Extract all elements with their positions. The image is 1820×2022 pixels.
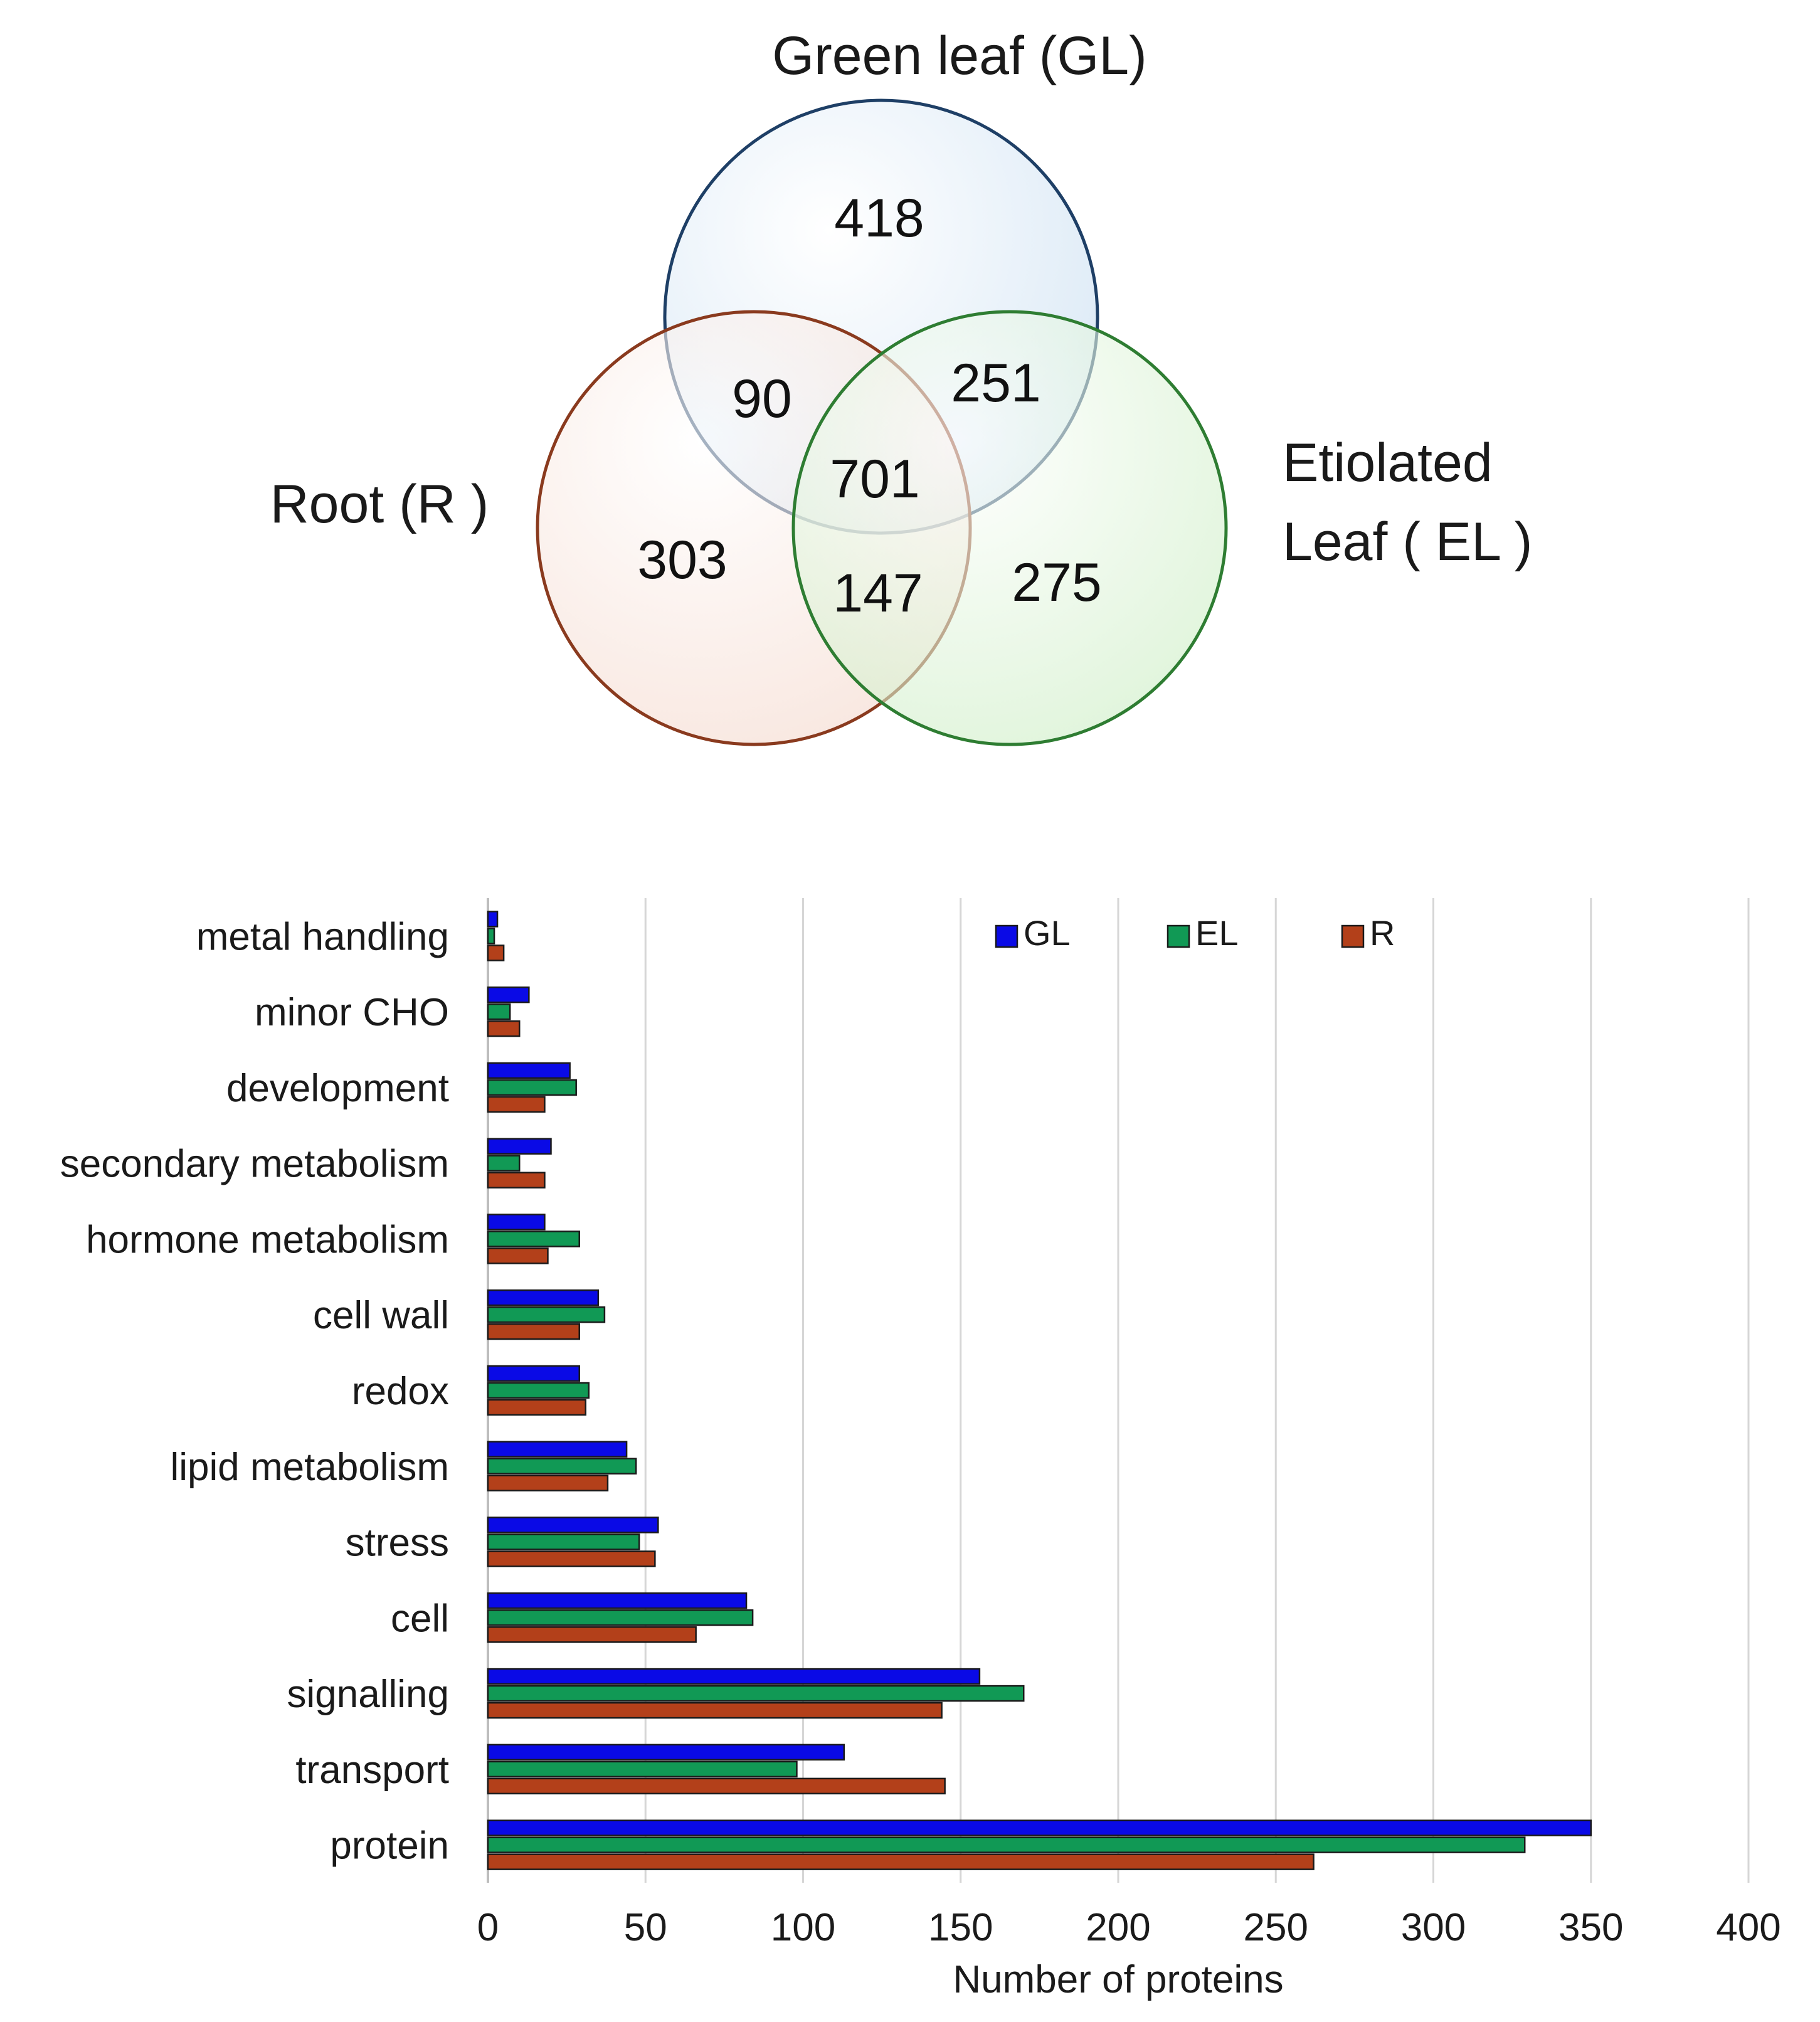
- venn-circle-el: [791, 310, 1228, 746]
- category-label: stress: [346, 1522, 449, 1565]
- bar-el-cell-wall: [487, 1306, 606, 1323]
- bar-gl-transport: [487, 1744, 845, 1761]
- category-label: hormone metabolism: [86, 1218, 449, 1261]
- category-label: minor CHO: [255, 991, 449, 1034]
- bar-el-lipid-metabolism: [487, 1458, 637, 1475]
- bar-r-minor-CHO: [487, 1020, 521, 1037]
- x-tick-label: 300: [1401, 1906, 1466, 1949]
- x-axis-title: Number of proteins: [953, 1958, 1283, 2001]
- x-tick-label: 250: [1244, 1906, 1308, 1949]
- category-label: metal handling: [196, 915, 449, 958]
- bar-r-protein: [487, 1853, 1315, 1870]
- bar-el-signalling: [487, 1685, 1025, 1702]
- bar-el-development: [487, 1079, 577, 1096]
- bar-el-metal-handling: [487, 928, 495, 945]
- x-tick-label: 400: [1716, 1906, 1780, 1949]
- bar-gl-stress: [487, 1516, 659, 1533]
- bar-r-cell-wall: [487, 1323, 580, 1340]
- bar-r-metal-handling: [487, 945, 505, 961]
- venn-count-gl-r: 90: [732, 369, 792, 429]
- venn-label-gl: Green leaf (GL): [772, 26, 1146, 86]
- bar-gl-redox: [487, 1365, 580, 1382]
- bar-el-redox: [487, 1382, 590, 1399]
- category-label: cell wall: [313, 1294, 449, 1337]
- category-label: secondary metabolism: [60, 1143, 449, 1186]
- bar-r-transport: [487, 1777, 946, 1795]
- x-tick-label: 350: [1558, 1906, 1623, 1949]
- bar-r-development: [487, 1096, 546, 1113]
- venn-count-gl-only: 418: [834, 188, 924, 248]
- bar-r-hormone-metabolism: [487, 1247, 549, 1264]
- bar-el-cell: [487, 1609, 754, 1626]
- x-tick-label: 200: [1086, 1906, 1150, 1949]
- x-tick-label: 50: [624, 1906, 667, 1949]
- x-tick-label: 150: [928, 1906, 993, 1949]
- bar-el-transport: [487, 1760, 798, 1778]
- venn-count-el-only: 275: [1012, 553, 1102, 613]
- x-tick-label: 0: [477, 1906, 499, 1949]
- bar-r-signalling: [487, 1702, 943, 1719]
- category-label: development: [226, 1067, 449, 1110]
- bar-gl-protein: [487, 1819, 1592, 1836]
- bar-el-protein: [487, 1836, 1526, 1853]
- venn-count-gl-el: 251: [951, 353, 1041, 413]
- bar-el-minor-CHO: [487, 1003, 511, 1020]
- venn-diagram: Green leaf (GL) Root (R ) Etiolated Leaf…: [270, 26, 1532, 746]
- bar-gl-metal-handling: [487, 911, 499, 928]
- venn-label-el-line1: Etiolated: [1283, 433, 1493, 493]
- bar-gl-secondary-metabolism: [487, 1138, 552, 1155]
- bar-gl-minor-CHO: [487, 986, 530, 1003]
- venn-label-el-line2: Leaf ( EL ): [1283, 512, 1532, 572]
- bar-r-cell: [487, 1626, 697, 1643]
- legend-swatch-r: [1341, 924, 1365, 948]
- legend-label-gl: GL: [1024, 913, 1071, 953]
- bar-gl-signalling: [487, 1668, 981, 1685]
- category-label: cell: [391, 1597, 449, 1640]
- legend-label-r: R: [1370, 913, 1395, 953]
- bar-gl-cell: [487, 1592, 748, 1609]
- bar-chart: 0 50 100 150 200 250 300 350 400 metal handling mi…: [60, 898, 1781, 2001]
- bar-gl-development: [487, 1062, 571, 1079]
- bar-r-stress: [487, 1550, 656, 1567]
- category-label: transport: [295, 1749, 449, 1792]
- bar-el-secondary-metabolism: [487, 1155, 521, 1172]
- bar-gl-cell-wall: [487, 1289, 600, 1306]
- venn-count-r-el: 147: [833, 563, 923, 623]
- bar-r-redox: [487, 1399, 587, 1416]
- category-label: lipid metabolism: [170, 1446, 449, 1489]
- bar-r-secondary-metabolism: [487, 1172, 546, 1188]
- bar-el-stress: [487, 1533, 640, 1550]
- venn-count-all: 701: [830, 449, 920, 509]
- legend-swatch-gl: [995, 924, 1018, 948]
- venn-label-r: Root (R ): [270, 474, 489, 534]
- x-tick-label: 100: [771, 1906, 835, 1949]
- category-label: protein: [330, 1824, 449, 1868]
- legend-label-el: EL: [1195, 913, 1239, 953]
- category-label: redox: [352, 1370, 449, 1413]
- bar-gl-lipid-metabolism: [487, 1441, 628, 1458]
- category-label: signalling: [287, 1673, 449, 1716]
- bar-r-lipid-metabolism: [487, 1474, 609, 1492]
- legend-swatch-el: [1167, 924, 1190, 948]
- venn-count-r-only: 303: [637, 530, 727, 590]
- bar-gl-hormone-metabolism: [487, 1214, 546, 1231]
- bar-el-hormone-metabolism: [487, 1231, 580, 1247]
